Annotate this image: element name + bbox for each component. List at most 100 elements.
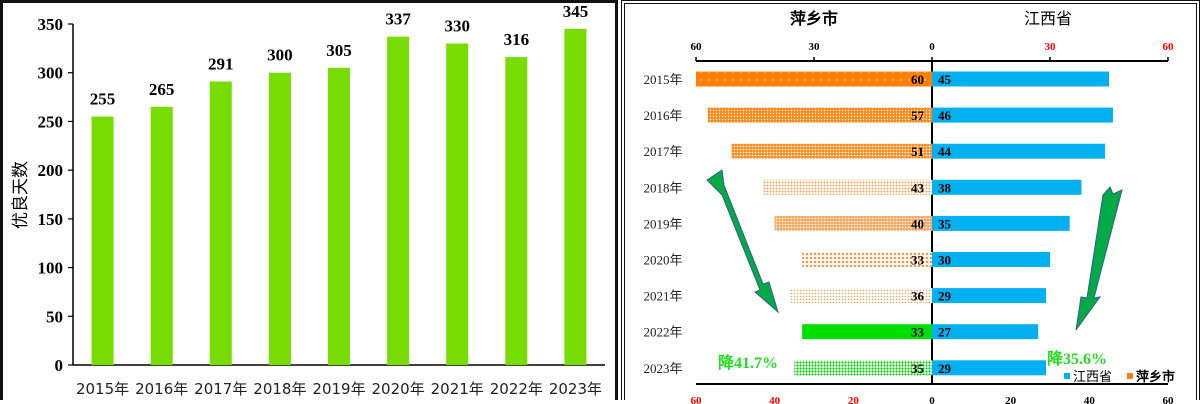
bar-value-label: 255 [90,90,116,109]
left-bar-2015年 [696,71,932,87]
x-tick-label: 2022年 [490,380,543,398]
row-label: 2022年 [643,325,682,340]
right-series-title: 江西省 [1024,9,1072,28]
left-bar-value: 51 [911,144,924,159]
bar-2022年 [505,57,528,366]
right-bar-value: 35 [938,216,952,231]
right-bar-2016年 [932,107,1113,123]
right-bar-2022年 [932,324,1039,340]
right-down-arrow-icon [1075,186,1123,331]
left-bar-value: 60 [911,72,924,87]
bar-2023年 [564,28,587,365]
x-tick-label: 2020年 [372,380,425,398]
row-label: 2021年 [643,289,682,304]
right-bar-2019年 [932,215,1070,231]
right-bar-value: 46 [938,108,952,123]
bar-2015年 [91,116,114,365]
left-bar-2022年 [802,324,932,340]
right-bar-value: 45 [938,72,952,87]
bar-2017年 [209,81,232,366]
row-label: 2019年 [643,216,682,231]
bar-2021年 [446,43,469,365]
left-bar-2019年 [774,215,932,231]
left-bar-value: 40 [911,216,924,231]
bar-value-label: 330 [444,16,470,35]
bar-value-label: 316 [504,30,530,49]
left-down-arrow-icon [706,169,779,314]
row-label: 2020年 [643,253,682,268]
right-bar-value: 29 [938,289,952,304]
bar-2016年 [150,106,173,366]
bar-value-label: 337 [385,10,411,29]
left-bar-2016年 [707,107,932,123]
bar-2020年 [387,36,410,366]
row-label: 2016年 [643,108,682,123]
left-bar-value: 33 [911,253,925,268]
right-decrease-annotation: 降35.6% [1047,349,1107,368]
right-bar-value: 27 [938,325,952,340]
left-bar-2020年 [802,252,932,267]
left-bar-2021年 [790,288,932,304]
right-bar-2021年 [932,288,1047,304]
bar-2019年 [328,67,350,365]
good-days-bar-chart: 0 50 100 150 200 250 300 350 优良天数 255 2015年 265 2016… [11,3,605,398]
y-tick-label: 150 [38,210,64,229]
left-series-title: 萍乡市 [790,9,838,28]
right-bar-value: 38 [938,180,952,195]
legend-label-pingxiang: 萍乡市 [1136,369,1175,385]
right-bar-value: 29 [938,361,952,376]
y-tick-label: 100 [38,259,64,278]
y-tick-label: 50 [46,307,63,326]
top-axis-tick-label: 30 [1045,41,1057,53]
x-tick-label: 2021年 [431,380,484,398]
right-bar-value: 30 [938,253,951,268]
top-axis-tick-label: 30 [809,41,821,53]
x-tick-label: 2018年 [253,380,306,398]
left-bar-value: 57 [911,108,925,123]
left-bar-2018年 [762,179,932,195]
left-bar-value: 35 [911,361,925,376]
top-axis-tick-label: 60 [691,41,703,53]
right-bar-2017年 [932,143,1106,159]
left-bar-value: 36 [911,289,925,304]
top-axis-tick-label: 60 [1163,41,1175,53]
bar-value-label: 291 [208,54,234,73]
x-tick-label: 2017年 [194,380,247,398]
right-bar-2015年 [932,71,1109,87]
x-tick-label: 2016年 [135,380,188,398]
bar-value-label: 345 [563,3,589,21]
row-label: 2017年 [643,144,682,159]
right-bar-value: 44 [938,144,952,159]
x-tick-label: 2015年 [76,380,129,398]
bar-value-label: 300 [267,46,293,65]
y-tick-label: 200 [38,161,64,180]
left-bar-value: 43 [911,180,925,195]
right-chart-panel: 萍乡市 江西省 60 30 0 30 60 2015年 60 45 2016年 57 46 2017年 51… [621,0,1200,404]
right-bar-2023年 [932,360,1047,376]
legend-swatch-jiangxi [1064,373,1070,379]
y-tick-label: 0 [55,356,64,375]
left-decrease-annotation: 降41.7% [718,353,778,372]
legend-swatch-pingxiang [1127,373,1133,379]
y-tick-label: 300 [38,64,64,83]
left-bar-2023年 [794,360,932,376]
x-tick-label: 2023年 [549,380,602,398]
y-tick-label: 250 [38,112,64,131]
bar-value-label: 305 [326,41,352,60]
row-label: 2015年 [643,72,682,87]
legend-label-jiangxi: 江西省 [1073,370,1112,385]
x-tick-label: 2019年 [312,380,365,398]
left-chart-panel: 0 50 100 150 200 250 300 350 优良天数 255 2015年 265 2016… [0,0,618,400]
bar-value-label: 265 [149,80,175,99]
top-axis-tick-label: 0 [929,41,935,53]
y-axis-label: 优良天数 [11,161,31,229]
bar-2018年 [268,72,291,365]
row-label: 2018年 [643,180,682,195]
right-bar-2020年 [932,252,1050,267]
right-bar-2018年 [932,179,1082,195]
y-tick-label: 350 [38,15,64,34]
left-bar-value: 33 [911,325,925,340]
row-label: 2023年 [643,361,682,376]
left-bar-2017年 [731,143,932,159]
